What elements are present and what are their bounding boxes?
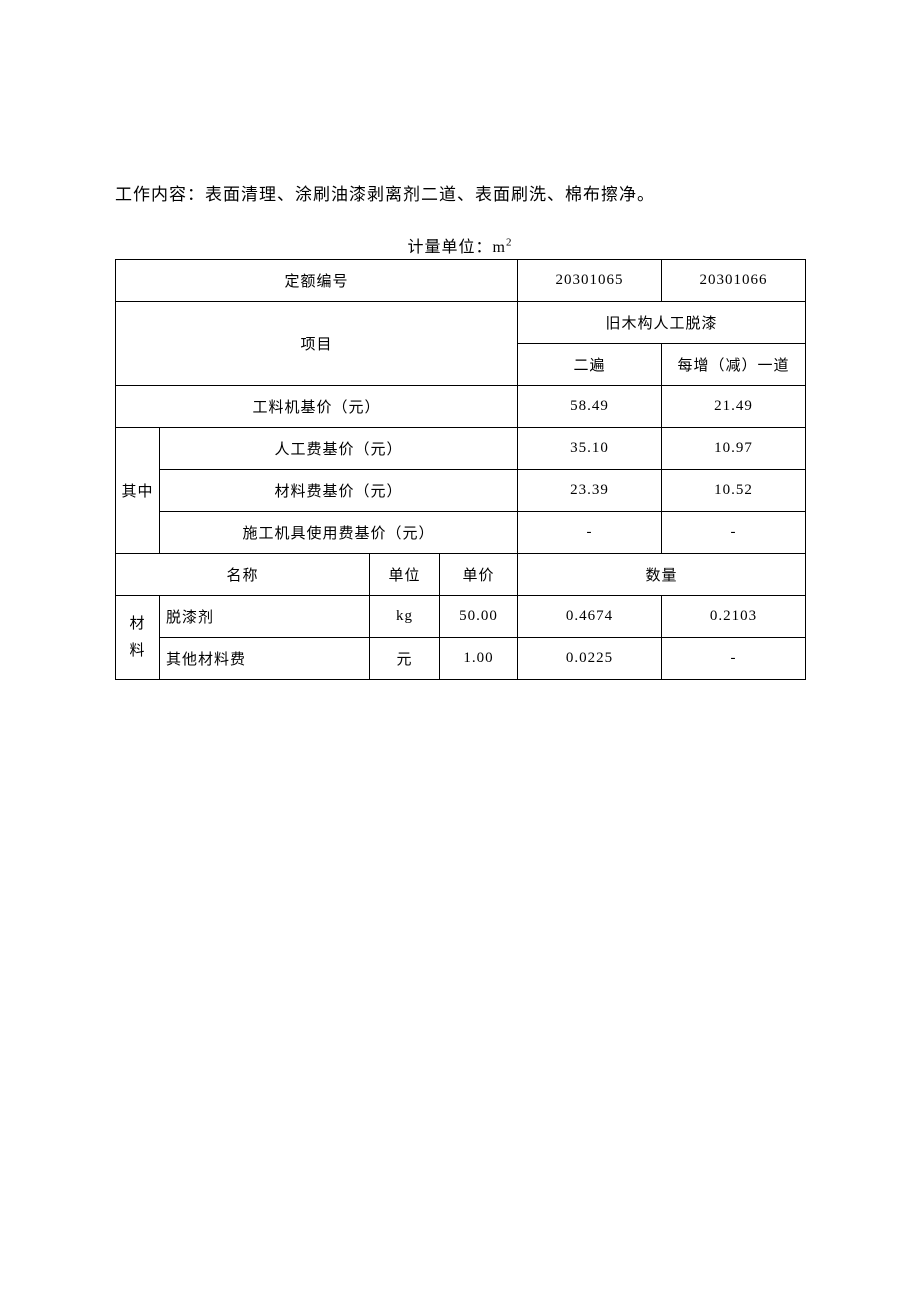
- material-2: 10.52: [662, 470, 806, 512]
- unit-sup: 2: [506, 237, 513, 249]
- base-price-header: 工料机基价（元）: [116, 386, 518, 428]
- quota-table: 定额编号 20301065 20301066 项目 旧木构人工脱漆 二遍 每增（…: [115, 259, 806, 680]
- row-q1: 0.0225: [518, 638, 662, 680]
- table-row: 其中 人工费基价（元） 35.10 10.97: [116, 428, 806, 470]
- work-content-text: 工作内容：表面清理、涂刷油漆剥离剂二道、表面刷洗、棉布擦净。: [115, 180, 805, 205]
- table-row: 项目 旧木构人工脱漆: [116, 302, 806, 344]
- materials-label: 材料: [116, 596, 160, 680]
- table-row: 材料费基价（元） 23.39 10.52: [116, 470, 806, 512]
- table-row: 材料 脱漆剂 kg 50.00 0.4674 0.2103: [116, 596, 806, 638]
- row-q2: 0.2103: [662, 596, 806, 638]
- table-row: 施工机具使用费基价（元） - -: [116, 512, 806, 554]
- table-row: 定额编号 20301065 20301066: [116, 260, 806, 302]
- unit-prefix: 计量单位：m: [408, 239, 506, 256]
- quantity-header: 数量: [518, 554, 806, 596]
- table-row: 工料机基价（元） 58.49 21.49: [116, 386, 806, 428]
- row-q2: -: [662, 638, 806, 680]
- machine-header: 施工机具使用费基价（元）: [160, 512, 518, 554]
- row-unit: 元: [370, 638, 440, 680]
- material-1: 23.39: [518, 470, 662, 512]
- row-unit: kg: [370, 596, 440, 638]
- project-sub-2: 每增（减）一道: [662, 344, 806, 386]
- project-header: 项目: [116, 302, 518, 386]
- of-which-label: 其中: [116, 428, 160, 554]
- code-2: 20301066: [662, 260, 806, 302]
- table-row: 其他材料费 元 1.00 0.0225 -: [116, 638, 806, 680]
- code-1: 20301065: [518, 260, 662, 302]
- unit-header: 单位: [370, 554, 440, 596]
- material-header: 材料费基价（元）: [160, 470, 518, 512]
- row-price: 1.00: [440, 638, 518, 680]
- project-group: 旧木构人工脱漆: [518, 302, 806, 344]
- base-price-2: 21.49: [662, 386, 806, 428]
- row-q1: 0.4674: [518, 596, 662, 638]
- machine-1: -: [518, 512, 662, 554]
- row-name: 其他材料费: [160, 638, 370, 680]
- row-price: 50.00: [440, 596, 518, 638]
- row-name: 脱漆剂: [160, 596, 370, 638]
- name-header: 名称: [116, 554, 370, 596]
- quota-code-header: 定额编号: [116, 260, 518, 302]
- machine-2: -: [662, 512, 806, 554]
- project-sub-1: 二遍: [518, 344, 662, 386]
- mat-char-1: 材: [129, 616, 145, 632]
- table-row: 名称 单位 单价 数量: [116, 554, 806, 596]
- price-header: 单价: [440, 554, 518, 596]
- labor-1: 35.10: [518, 428, 662, 470]
- base-price-1: 58.49: [518, 386, 662, 428]
- labor-header: 人工费基价（元）: [160, 428, 518, 470]
- labor-2: 10.97: [662, 428, 806, 470]
- unit-label: 计量单位：m2: [115, 233, 805, 257]
- mat-char-2: 料: [129, 643, 145, 659]
